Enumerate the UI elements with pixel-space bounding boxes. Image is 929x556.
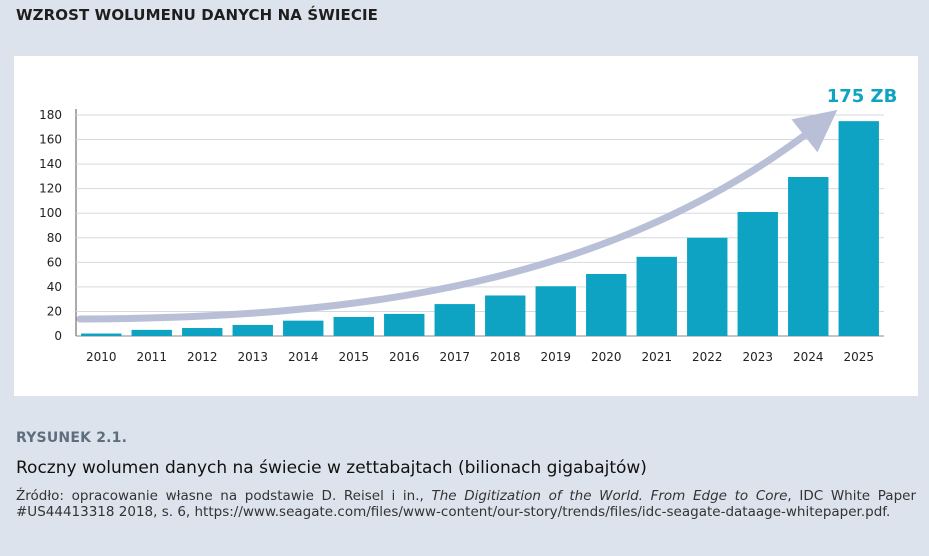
y-tick-label: 180 bbox=[39, 108, 62, 122]
bar bbox=[182, 328, 223, 336]
x-tick-label: 2019 bbox=[540, 350, 571, 364]
value-annotation: 175 ZB bbox=[827, 86, 898, 107]
x-tick-label: 2011 bbox=[136, 350, 167, 364]
x-tick-label: 2013 bbox=[237, 350, 268, 364]
growth-arrow bbox=[76, 109, 838, 323]
bar bbox=[535, 286, 576, 336]
x-tick-label: 2022 bbox=[692, 350, 723, 364]
y-tick-label: 160 bbox=[39, 133, 62, 147]
bar bbox=[838, 121, 879, 336]
chart-panel: 0 20 40 60 80 100 120 140 160 180 2010 2011 2012 2013… bbox=[14, 56, 918, 396]
y-tick-label: 140 bbox=[39, 157, 62, 171]
x-tick-label: 2021 bbox=[641, 350, 672, 364]
x-tick-label: 2023 bbox=[742, 350, 773, 364]
source-prefix: Źródło: opracowanie własne na podstawie … bbox=[16, 488, 432, 504]
bar bbox=[333, 316, 374, 336]
y-tick-label: 60 bbox=[47, 255, 62, 269]
source-suffix: , IDC White Paper #US44413318 2018, s. 6… bbox=[16, 488, 916, 520]
bar bbox=[131, 329, 172, 336]
x-tick-label: 2025 bbox=[843, 350, 874, 364]
y-tick-label: 80 bbox=[47, 231, 62, 245]
bar bbox=[687, 237, 728, 336]
bar bbox=[81, 333, 122, 336]
bar-chart: 0 20 40 60 80 100 120 140 160 180 2010 2011 2012 2013… bbox=[39, 86, 898, 364]
y-tick-label: 40 bbox=[47, 280, 62, 294]
y-tick-label: 20 bbox=[47, 304, 62, 318]
x-tick-label: 2012 bbox=[187, 350, 218, 364]
x-tick-label: 2024 bbox=[793, 350, 824, 364]
y-tick-label: 0 bbox=[54, 329, 62, 343]
x-tick-label: 2017 bbox=[439, 350, 470, 364]
y-tick-label: 100 bbox=[39, 206, 62, 220]
bar bbox=[384, 313, 425, 336]
chart-title: WZROST WOLUMENU DANYCH NA ŚWIECIE bbox=[16, 6, 379, 24]
x-tick-label: 2010 bbox=[86, 350, 117, 364]
x-tick-label: 2015 bbox=[338, 350, 369, 364]
x-tick-label: 2020 bbox=[591, 350, 622, 364]
source-title: The Digitization of the World. From Edge… bbox=[431, 488, 788, 504]
figure-label: RYSUNEK 2.1. bbox=[16, 430, 128, 446]
figure-source: Źródło: opracowanie własne na podstawie … bbox=[16, 488, 916, 520]
x-tick-label: 2016 bbox=[389, 350, 420, 364]
bar bbox=[788, 177, 829, 336]
y-tick-label: 120 bbox=[39, 182, 62, 196]
bar bbox=[636, 256, 677, 336]
bar bbox=[737, 211, 778, 336]
bar bbox=[586, 273, 627, 336]
bar bbox=[485, 295, 526, 336]
figure-caption: Roczny wolumen danych na świecie w zetta… bbox=[16, 458, 647, 478]
x-tick-label: 2018 bbox=[490, 350, 521, 364]
bar bbox=[232, 324, 273, 336]
bar bbox=[283, 320, 324, 336]
bar bbox=[434, 304, 475, 336]
x-tick-label: 2014 bbox=[288, 350, 319, 364]
